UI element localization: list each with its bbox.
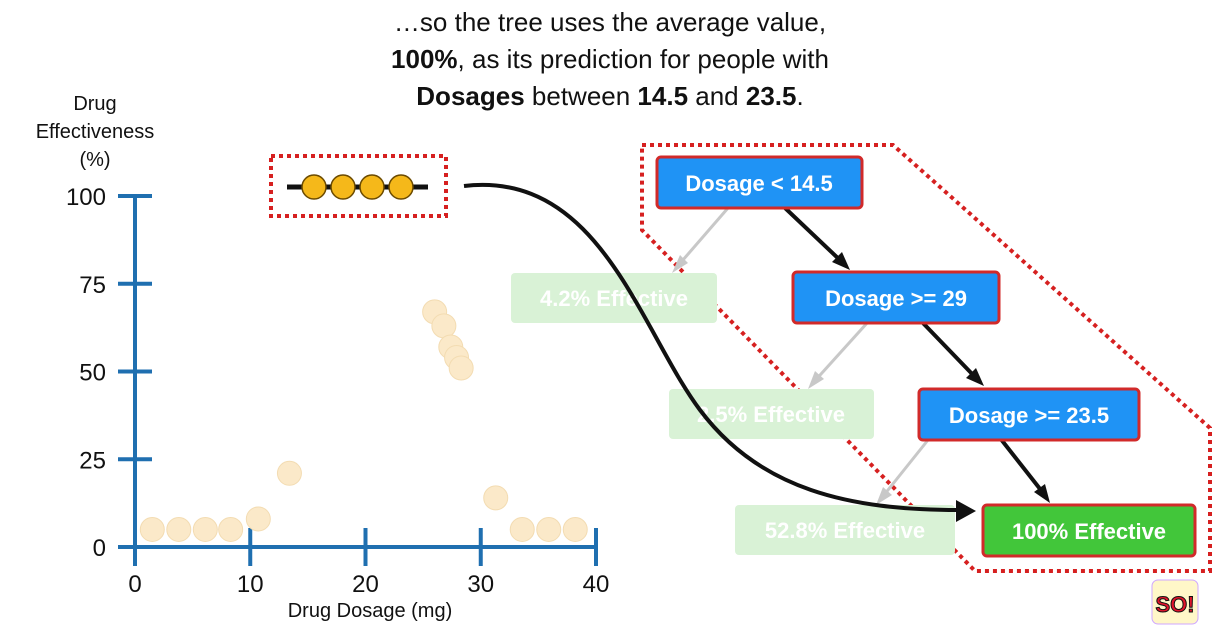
highlight-data-point [359,174,385,200]
x-tick-label-40: 40 [583,571,610,598]
highlight-box [269,154,448,218]
leaf-52-8-percent [735,505,955,555]
x-tick-label-20: 20 [352,571,379,598]
leaf-2-5-percent [669,389,874,439]
highlight-data-point [330,174,356,200]
branch-node3-leaf3-arrowhead [876,487,892,505]
leaf-4-2-percent [511,273,717,323]
data-point [166,516,192,542]
caption-between: between [524,81,638,111]
prediction-curve-arrowhead [956,500,976,522]
caption-line-2-rest: , as its prediction for people with [457,44,829,74]
node-dosage-ge-29 [791,270,1001,325]
y-tick-label-75: 75 [79,272,106,299]
prediction-curve-arrow [463,182,959,512]
y-tick-label-100: 100 [66,184,106,211]
x-tick-label-10: 10 [237,571,264,598]
highlight-data-point [388,174,414,200]
x-tick-label-30: 30 [467,571,494,598]
branch-node3-leaf4-arrowhead [1034,484,1050,503]
data-point [192,516,218,542]
highlight-points [301,174,414,200]
branch-node3-leaf3 [878,439,930,501]
leaf-4-2-percent-label: 4.2% Effective [540,286,688,311]
leaf-100-percent-label: 100% Effective [1012,519,1166,544]
x-tick-label-0: 0 [128,571,141,598]
tree-path-outline [640,143,1212,573]
data-point [139,516,165,542]
leaf-100-percent [981,503,1197,558]
y-tick-label-0: 0 [93,535,106,562]
data-point [562,516,588,542]
highlight-data-point [301,174,327,200]
y-axis-label: Drug Effectiveness (%) [20,90,170,174]
data-point [218,516,244,542]
caption-line-2: 100%, as its prediction for people with [300,41,920,78]
branch-node2-leaf2-arrowhead [808,371,824,389]
node-dosage-lt-14-5-label: Dosage < 14.5 [685,171,832,196]
caption-low-threshold: 14.5 [637,81,689,111]
data-point [245,506,271,532]
caption-line-1: …so the tree uses the average value, [393,7,827,37]
branch-node2-node3 [920,320,978,380]
scatter-points [139,299,588,542]
node-dosage-ge-29-label: Dosage >= 29 [825,286,967,311]
y-tick-label-50: 50 [79,360,106,387]
caption: …so the tree uses the average value, 100… [300,4,920,115]
caption-high-threshold: 23.5 [745,81,797,111]
y-axis-ticks: 0 25 50 75 100 [66,184,152,562]
caption-period: . [796,81,804,111]
node-dosage-ge-23-5-label: Dosage >= 23.5 [949,403,1109,428]
statquest-logo-icon: SO! [1151,579,1199,625]
y-axis-label-line-3: (%) [79,149,111,171]
branch-node3-leaf4 [998,436,1046,496]
caption-and: and [688,81,746,111]
node-dosage-lt-14-5 [655,155,864,210]
y-axis-label-line-1: Drug [73,93,117,115]
data-point [483,485,509,511]
branch-node2-node3-arrowhead [966,368,984,386]
branch-node2-leaf2 [810,320,870,386]
caption-line-3: Dosages between 14.5 and 23.5. [300,78,920,115]
data-point [536,516,562,542]
data-point [509,516,535,542]
leaf-52-8-percent-label: 52.8% Effective [765,518,925,543]
branch-root-leaf1 [674,207,730,269]
leaf-2-5-percent-label: 2.5% Effective [697,402,845,427]
logo-text: SO! [1155,592,1194,617]
node-dosage-ge-23-5 [917,387,1141,442]
x-axis-ticks: 0 10 20 30 40 [128,528,609,598]
branch-root-leaf1-arrowhead [672,255,688,273]
caption-dosages: Dosages [416,81,525,111]
data-point [276,460,302,486]
data-point [448,355,474,381]
y-tick-label-25: 25 [79,447,106,474]
branch-root-node2 [782,205,844,264]
caption-value-100: 100% [391,44,458,74]
branch-root-node2-arrowhead [832,252,850,270]
data-point [431,313,457,339]
x-axis-label: Drug Dosage (mg) [287,600,453,622]
y-axis-label-line-2: Effectiveness [35,121,155,143]
